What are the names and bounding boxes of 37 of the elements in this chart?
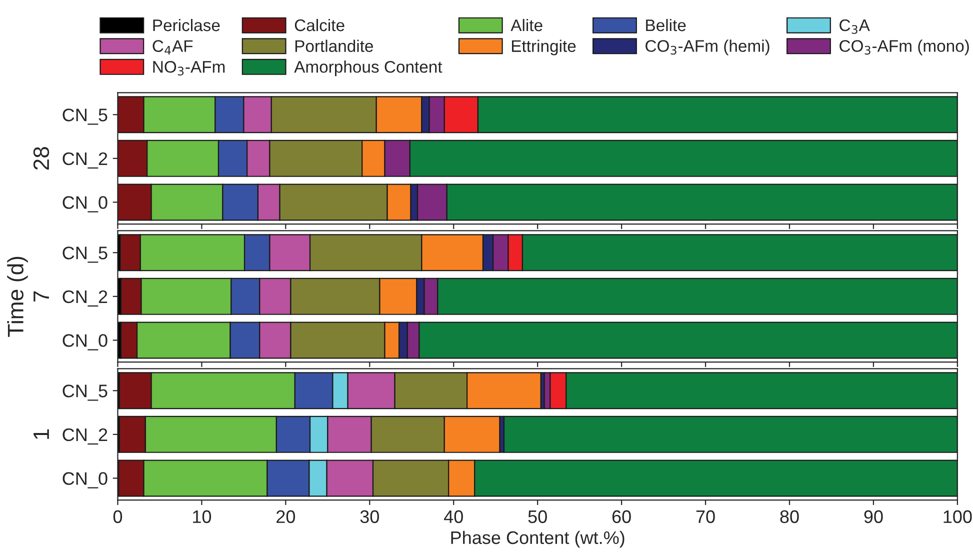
x-tick-label: 0 [113,510,122,524]
legend-label: Amorphous Content [294,60,442,76]
y-tick-label: CN_2 [62,290,108,307]
legend-label: CO$_{3}$-AFm (hemi) [646,40,770,56]
y-tick-label: CN_0 [62,472,108,488]
legend-label: Belite [646,18,686,32]
legend-label: Ettringite [512,40,576,56]
y-tick-label: CN_2 [62,152,108,169]
y-tick-label: CN_5 [62,246,108,263]
x-tick-label: 10 [193,510,212,524]
x-axis-title: Phase Content (wt.%) [451,530,624,548]
y-tick-label: CN_0 [62,334,108,350]
text: Time (d) [7,256,28,337]
x-tick-label: 80 [780,510,799,524]
legend-label: C$_{4}$AF [152,40,193,55]
legend-label: Calcite [294,18,344,32]
y-tick-label: CN_2 [62,428,108,445]
x-tick-label: 40 [444,510,463,524]
x-tick-label: 70 [696,510,715,524]
legend-label: NO$_{3}$-AFm [153,60,225,76]
legend-label: Periclase [153,18,220,32]
y-tick-label: CN_5 [62,384,108,401]
legend-label: Portlandite [295,40,374,52]
legend-label: C$_{3}$A [840,19,870,34]
x-tick-label: 50 [528,510,547,524]
y-tick-label: CN_0 [62,196,108,212]
legend-label: Alite [510,18,542,32]
y-axis-title: 7 [34,291,49,302]
y-axis-title: 1 [34,429,49,439]
x-tick-label: 90 [864,510,883,524]
legend-label: CO$_{3}$-AFm (mono) [840,40,969,56]
x-tick-label: 60 [612,510,631,524]
x-tick-label: 30 [360,510,379,524]
x-tick-label: 20 [276,510,296,524]
y-axis-title: 28 [33,147,50,170]
x-tick-label: 100 [944,510,972,524]
y-tick-label: CN_5 [62,108,108,125]
